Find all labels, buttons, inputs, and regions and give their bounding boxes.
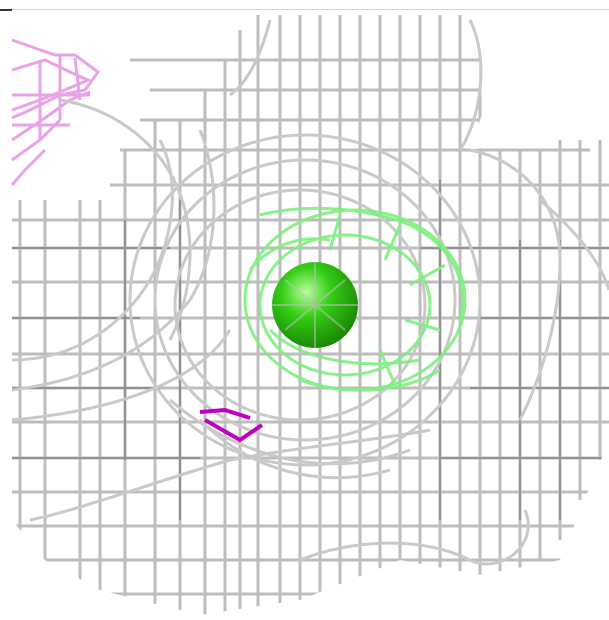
ligand-density-mesh: [243, 206, 467, 392]
residue-magenta-fragment: [199, 407, 264, 443]
density-contours: [11, 19, 609, 566]
density-mesh-shadow: [12, 180, 609, 520]
top-divider: [0, 9, 609, 10]
atom-overlay-mesh: [272, 262, 358, 348]
residue-pink-wire: [10, 38, 101, 186]
corner-tick: [0, 9, 12, 11]
